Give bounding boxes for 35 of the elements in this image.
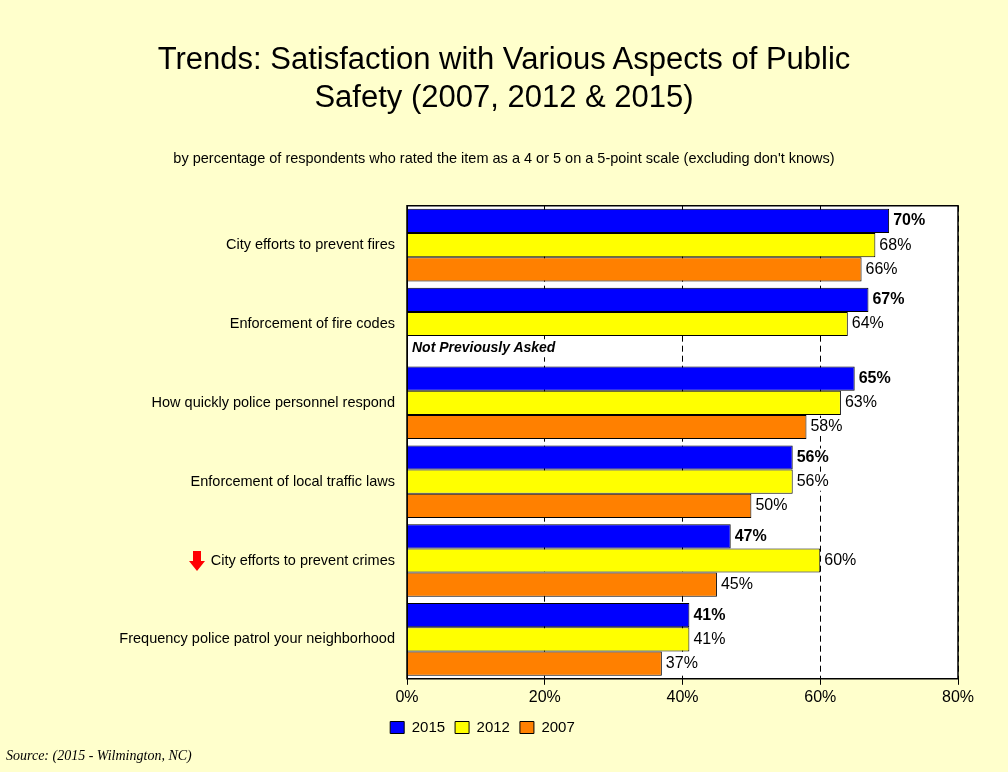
- data-label: 41%: [693, 629, 726, 647]
- data-label: 50%: [755, 496, 788, 514]
- data-label: 65%: [858, 369, 891, 387]
- legend-label: 2015: [411, 717, 446, 735]
- x-tick-label: 40%: [666, 687, 699, 705]
- y-tick-label: Enforcement of local traffic laws: [190, 472, 395, 489]
- x-tick-label: 60%: [804, 687, 837, 705]
- legend-label: 2007: [541, 717, 575, 735]
- chart-title: Trends: Satisfaction with Various Aspects of Public Safety (2007, 2012 & 2015): [156, 40, 852, 116]
- x-tick-label: 0%: [395, 687, 419, 705]
- chart-subtitle: by percentage of respondents who rated the item as a 4 or 5 on a 5-point scale (excluding don't knows): [172, 150, 836, 166]
- x-tick-label: 80%: [941, 687, 975, 705]
- data-label: 60%: [824, 550, 857, 568]
- legend-label: 2012: [476, 717, 510, 735]
- y-tick-label: Frequency police patrol your neighborhood: [119, 630, 395, 647]
- y-tick-label: How quickly police personnel respond: [151, 393, 395, 410]
- data-label: 70%: [893, 211, 926, 229]
- data-label: 58%: [810, 417, 843, 435]
- y-tick-label: City efforts to prevent crimes: [210, 551, 395, 568]
- x-tick-label: 20%: [528, 687, 561, 705]
- data-label: 67%: [872, 290, 905, 308]
- data-label: 63%: [844, 393, 877, 411]
- y-tick-label: Enforcement of fire codes: [229, 314, 395, 331]
- data-label: 47%: [734, 526, 767, 544]
- data-label: 45%: [720, 575, 753, 593]
- data-label: 37%: [665, 653, 698, 671]
- source-note: Source: (2015 - Wilmington, NC): [6, 748, 192, 764]
- data-label: 68%: [879, 235, 912, 253]
- data-label: 56%: [796, 447, 829, 465]
- y-tick-label: City efforts to prevent fires: [226, 236, 395, 253]
- annotation: Not Previously Asked: [412, 339, 556, 356]
- data-label: 66%: [865, 259, 898, 277]
- data-label: 64%: [851, 314, 884, 332]
- data-label: 56%: [796, 472, 829, 490]
- data-label: 41%: [693, 605, 726, 623]
